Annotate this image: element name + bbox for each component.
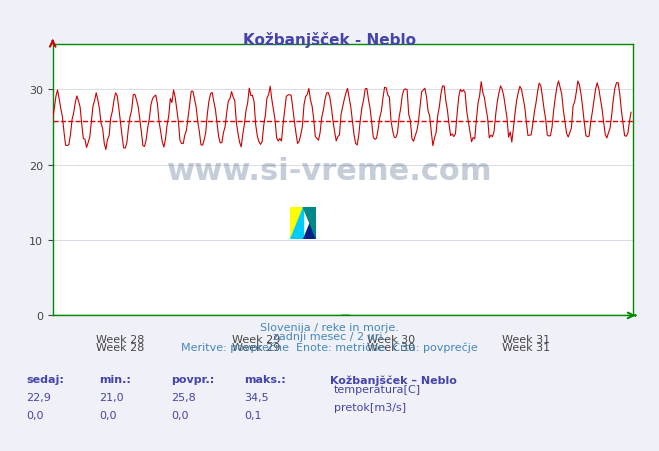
Text: 0,1: 0,1 [244,410,262,420]
Text: zadnji mesec / 2 uri.: zadnji mesec / 2 uri. [273,331,386,341]
Text: Week 29: Week 29 [231,342,280,352]
Text: Week 31: Week 31 [502,342,550,352]
Text: Week 30: Week 30 [367,342,415,352]
Text: 0,0: 0,0 [171,410,189,420]
Text: Meritve: povprečne  Enote: metrične  Črta: povprečje: Meritve: povprečne Enote: metrične Črta:… [181,341,478,353]
Polygon shape [290,207,303,239]
Text: 0,0: 0,0 [99,410,117,420]
Text: Slovenija / reke in morje.: Slovenija / reke in morje. [260,322,399,332]
Text: maks.:: maks.: [244,374,285,384]
Text: 0,0: 0,0 [26,410,44,420]
Text: Kožbanjšček - Neblo: Kožbanjšček - Neblo [243,32,416,47]
Text: Kožbanjšček – Neblo: Kožbanjšček – Neblo [330,374,457,385]
Text: 21,0: 21,0 [99,392,123,402]
Polygon shape [303,207,316,239]
Text: temperatura[C]: temperatura[C] [334,384,421,394]
Text: Week 30: Week 30 [367,335,415,345]
Text: 25,8: 25,8 [171,392,196,402]
Text: Week 28: Week 28 [96,342,144,352]
Text: Week 28: Week 28 [96,335,144,345]
Text: pretok[m3/s]: pretok[m3/s] [334,402,406,412]
Bar [290,207,303,239]
Text: Week 29: Week 29 [231,335,280,345]
Text: www.si-vreme.com: www.si-vreme.com [167,157,492,186]
Text: 34,5: 34,5 [244,392,268,402]
Text: sedaj:: sedaj: [26,374,64,384]
Text: povpr.:: povpr.: [171,374,215,384]
Polygon shape [303,207,316,239]
Text: min.:: min.: [99,374,130,384]
Text: Week 31: Week 31 [502,335,550,345]
Text: 22,9: 22,9 [26,392,51,402]
